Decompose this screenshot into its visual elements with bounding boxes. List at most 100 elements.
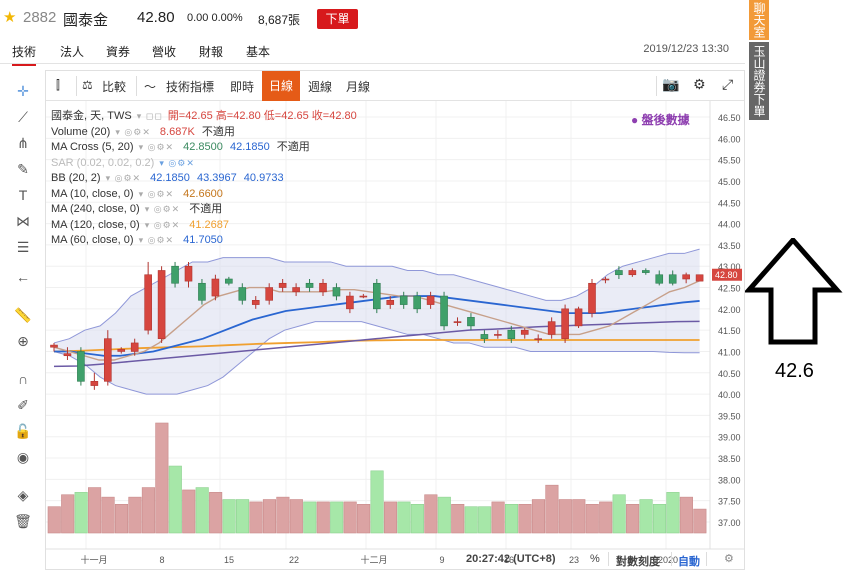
- bollinger-lower-line: [53, 321, 700, 395]
- legend-controls-icon[interactable]: ▾ ◻◻: [136, 111, 163, 121]
- crosshair-icon[interactable]: ✛: [17, 83, 29, 99]
- candle-body: [520, 329, 529, 335]
- fib-icon[interactable]: ☰: [16, 239, 30, 255]
- toolbar-divider: [76, 76, 77, 96]
- legend-sar-label: SAR (0.02, 0.02, 0.2): [51, 156, 155, 169]
- scale-settings-icon[interactable]: ⚙: [724, 553, 734, 565]
- magnet-icon[interactable]: ∩: [17, 371, 29, 387]
- candle-body: [305, 282, 314, 288]
- post-market-data-link[interactable]: ● 盤後數據: [631, 113, 690, 127]
- text-icon[interactable]: T: [18, 187, 28, 203]
- x-tick-label: 十二月: [360, 554, 387, 565]
- y-tick-label: 44.00: [718, 220, 741, 230]
- legend-controls-icon[interactable]: ▾ ◎⚙✕: [159, 157, 195, 168]
- y-tick-label: 41.00: [718, 347, 741, 357]
- tab-financials[interactable]: 財報: [199, 45, 224, 59]
- daily-button[interactable]: 日線: [262, 71, 300, 101]
- legend-controls-icon[interactable]: ▾ ◎⚙✕: [115, 126, 151, 137]
- layers-icon[interactable]: ◈: [17, 487, 29, 503]
- favorite-star-icon[interactable]: ★: [3, 9, 17, 26]
- volume-bar: [330, 501, 344, 534]
- volume-bar: [155, 422, 169, 534]
- legend-ma-cross-v1: 42.8500: [183, 141, 223, 153]
- legend-controls-icon[interactable]: ▾ ◎⚙✕: [138, 188, 175, 199]
- pitchfork-icon[interactable]: ⋔: [17, 135, 29, 151]
- volume-bar: [397, 501, 411, 534]
- chatroom-button[interactable]: 聊天室: [749, 0, 769, 40]
- lock-draw-icon[interactable]: ✐: [17, 397, 29, 413]
- percent-toggle[interactable]: %: [590, 553, 600, 565]
- candle-body: [453, 321, 462, 323]
- pattern-icon[interactable]: ⋈: [16, 213, 30, 229]
- auto-scale-toggle[interactable]: 自動: [678, 556, 700, 568]
- candle-body: [467, 317, 475, 327]
- candle-body: [103, 338, 112, 382]
- price-chart[interactable]: 46.50 46.00 45.50 45.00 44.50 44.00 43.50 43.00…: [46, 101, 744, 569]
- monthly-button[interactable]: 月線: [346, 80, 371, 94]
- legend-controls-icon[interactable]: ▾ ◎⚙✕: [144, 204, 181, 214]
- volume-bar: [249, 501, 263, 534]
- candle-body: [655, 274, 664, 284]
- indicators-button[interactable]: 技術指標: [166, 80, 215, 94]
- ruler-icon[interactable]: 📏: [14, 307, 32, 323]
- legend-ma240: MA (240, close, 0) ▾ ◎⚙✕ 不適用: [51, 202, 357, 218]
- order-button[interactable]: 下單: [317, 9, 358, 29]
- tab-basic[interactable]: 基本: [246, 45, 271, 59]
- x-tick-label: 8: [159, 555, 164, 565]
- tab-revenue[interactable]: 營收: [152, 45, 177, 59]
- tab-margin[interactable]: 資券: [106, 45, 131, 59]
- x-tick-label: 2020: [658, 555, 678, 565]
- volume-bar: [316, 501, 330, 534]
- volume-bar: [572, 499, 586, 534]
- fullscreen-icon[interactable]: ⤢: [722, 76, 734, 92]
- y-tick-label: 45.50: [718, 156, 741, 166]
- trash-icon[interactable]: 🗑: [14, 513, 32, 529]
- candle-body: [588, 282, 596, 314]
- eye-icon[interactable]: ◉: [16, 449, 30, 465]
- tab-institutional[interactable]: 法人: [60, 45, 85, 59]
- y-tick-label: 40.50: [718, 369, 741, 379]
- realtime-button[interactable]: 即時: [230, 80, 255, 94]
- candle-body: [278, 282, 287, 288]
- volume-bar: [61, 494, 75, 534]
- volume-bar: [666, 492, 680, 534]
- indicator-icon[interactable]: 〜: [144, 80, 157, 94]
- chart-clock: 20:27:42 (UTC+8): [466, 553, 556, 565]
- volume-bar: [262, 499, 276, 534]
- x-tick-label: 16: [504, 555, 514, 565]
- candle-body: [251, 300, 260, 305]
- volume-bar: [357, 504, 371, 534]
- chart-bottom-bar: 20:27:42 (UTC+8) % 對數刻度 自動 ⚙: [466, 551, 744, 569]
- candle-type-icon[interactable]: ⫿: [56, 78, 60, 92]
- gear-icon[interactable]: ⚙: [693, 76, 706, 92]
- legend-controls-icon[interactable]: ▾ ◎⚙✕: [138, 235, 175, 245]
- legend-controls-icon[interactable]: ▾ ◎⚙✕: [105, 173, 142, 183]
- candle-body: [130, 342, 139, 352]
- camera-icon[interactable]: 📷: [662, 76, 680, 92]
- toolbar-divider: [136, 76, 137, 96]
- trend-line-icon[interactable]: ⟋: [18, 109, 28, 125]
- x-tick-label: 十一月: [80, 554, 107, 565]
- broker-order-button[interactable]: 玉山證券下單: [749, 42, 769, 120]
- volume-bar: [101, 496, 115, 534]
- drawing-toolbar: ✛ ⟋ ⋔ ✎ T ⋈ ☰ ← 📏 ⊕ ∩ ✐ 🔓 ◉ ◈ 🗑: [10, 70, 40, 540]
- zoom-in-icon[interactable]: ⊕: [17, 333, 29, 349]
- legend-controls-icon[interactable]: ▾ ◎⚙✕: [138, 142, 175, 152]
- legend-ma120: MA (120, close, 0) ▾ ◎⚙✕ 41.2687: [51, 218, 357, 234]
- legend-volume: Volume (20) ▾ ◎⚙✕ 8.687K 不適用: [51, 125, 357, 141]
- up-arrow-icon: [745, 238, 843, 345]
- legend-ma-cross-label: MA Cross (5, 20): [51, 141, 134, 153]
- candle-body: [641, 270, 650, 273]
- compare-icon[interactable]: ⚖: [82, 78, 93, 92]
- compare-button[interactable]: 比較: [102, 80, 127, 94]
- lock-icon[interactable]: 🔓: [14, 423, 32, 439]
- brush-icon[interactable]: ✎: [17, 161, 29, 177]
- candle-body: [211, 278, 220, 297]
- legend-controls-icon[interactable]: ▾ ◎⚙✕: [144, 219, 181, 230]
- arrow-left-icon[interactable]: ←: [16, 269, 30, 285]
- log-scale-toggle[interactable]: 對數刻度: [616, 556, 660, 568]
- weekly-button[interactable]: 週線: [308, 80, 333, 94]
- bottom-divider: [706, 552, 707, 566]
- candle-body: [601, 278, 610, 281]
- tab-technical[interactable]: 技術: [12, 43, 37, 66]
